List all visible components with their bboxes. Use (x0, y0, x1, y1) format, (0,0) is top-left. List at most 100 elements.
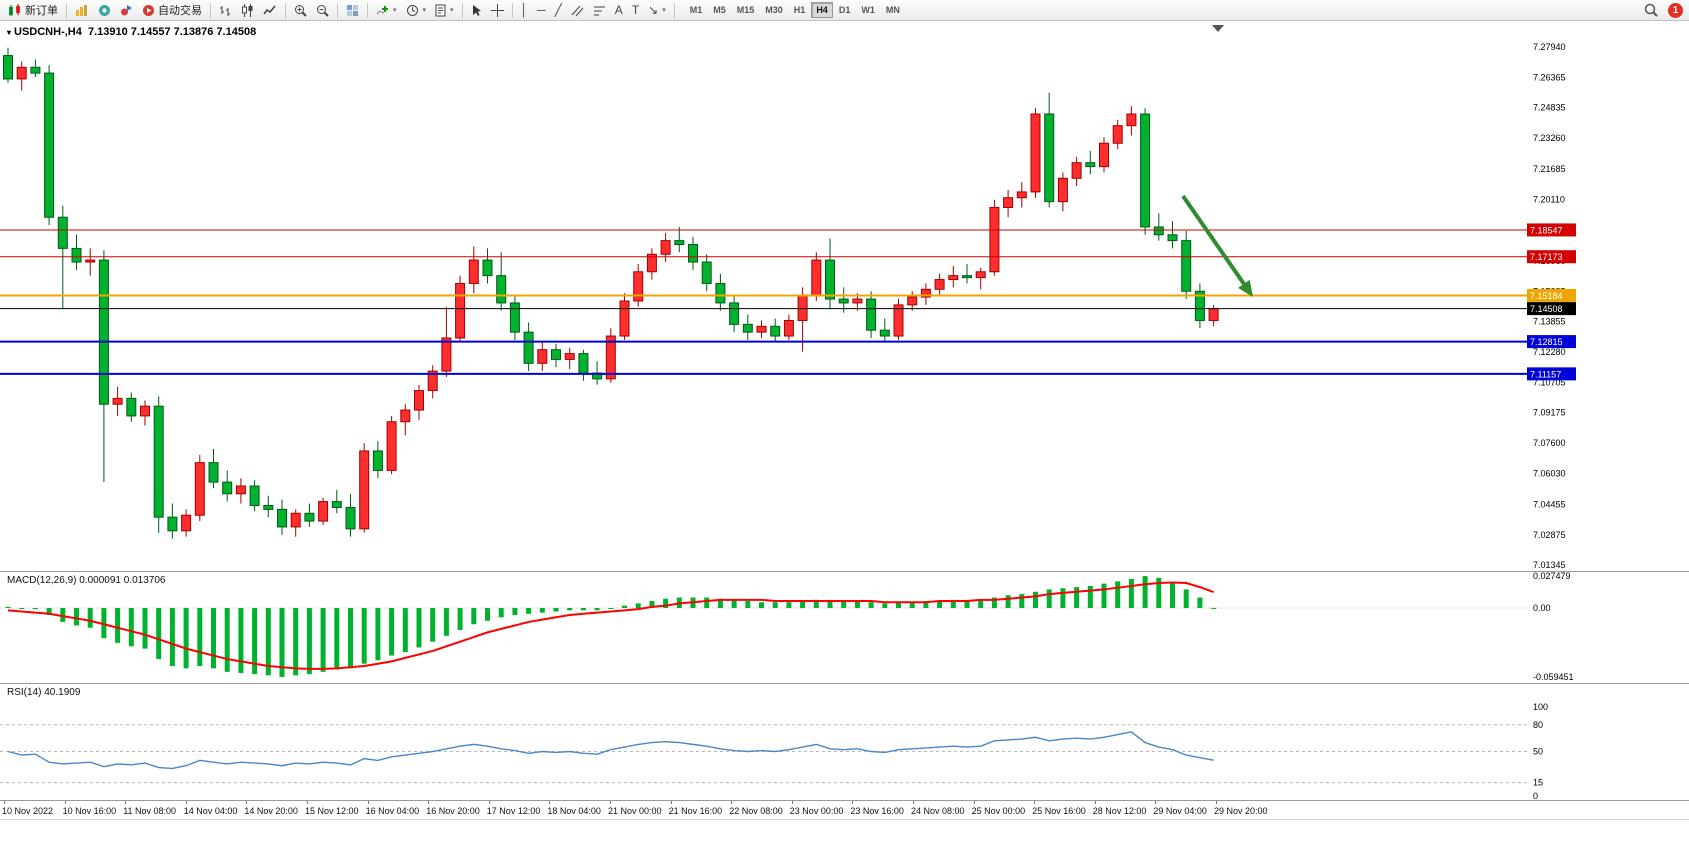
time-tick (307, 801, 308, 804)
time-label: 18 Nov 04:00 (547, 806, 601, 816)
new-order-icon (8, 3, 22, 17)
zoom-in-button[interactable] (290, 1, 311, 19)
timeframe-m15-button[interactable]: M15 (732, 2, 760, 18)
price-axis-label: 7.12280 (1533, 347, 1566, 357)
vertical-line-button[interactable]: │ (517, 1, 533, 19)
toolbar-separator (337, 2, 338, 18)
timeframe-h4-button[interactable]: H4 (811, 2, 833, 18)
time-tick (610, 801, 611, 804)
cursor-button[interactable] (467, 1, 486, 19)
zoom-in-icon (294, 4, 307, 17)
toolbar-separator (210, 2, 211, 18)
chart-title: ▾ USDCNH-,H4 7.13910 7.14557 7.13876 7.14… (7, 26, 256, 38)
indicators-button[interactable]: ▾ (372, 1, 401, 19)
time-tick (1034, 801, 1036, 804)
timeframe-w1-button[interactable]: W1 (856, 2, 880, 18)
price-axis-label: 7.13855 (1533, 316, 1566, 326)
timeframe-m1-button[interactable]: M1 (685, 2, 708, 18)
fibonacci-icon (593, 4, 606, 17)
macd-chart-surface[interactable]: 0.027479 0.00 -0.059451 (0, 572, 1689, 684)
search-button[interactable] (1640, 1, 1662, 19)
time-tick (913, 801, 914, 804)
crosshair-button[interactable] (487, 1, 508, 19)
time-label: 29 Nov 20:00 (1214, 806, 1268, 816)
time-label: 10 Nov 16:00 (62, 806, 117, 816)
time-tick (549, 801, 551, 804)
trend-arrow-head[interactable] (1238, 279, 1253, 297)
periods-button[interactable]: ▾ (402, 1, 431, 19)
tile-windows-icon (346, 4, 359, 17)
price-axis-label: 7.27940 (1533, 42, 1566, 52)
timeframe-mn-button[interactable]: MN (881, 2, 905, 18)
price-axis-label: 7.06030 (1533, 469, 1566, 479)
macd-signal-line (7, 581, 1214, 670)
time-tick (428, 801, 430, 804)
time-label: 10 Nov 2022 (2, 806, 54, 816)
toolbar-separator (461, 2, 463, 18)
time-label: 14 Nov 20:00 (244, 806, 298, 816)
time-axis[interactable]: 10 Nov 2022 10 Nov 16:00 11 Nov 08:00 14 No… (0, 800, 1689, 820)
price-line-label-box (1527, 288, 1576, 302)
notification-badge[interactable]: 1 (1668, 2, 1683, 18)
zoom-out-button[interactable] (312, 1, 333, 19)
price-line-label: 7.14508 (1530, 304, 1563, 314)
price-axis-label: 7.20110 (1533, 195, 1565, 205)
signals-icon (120, 4, 133, 17)
text-button[interactable]: A (611, 1, 627, 19)
macd-histogram (5, 576, 1217, 677)
price-line-label: 7.11157 (1530, 369, 1561, 379)
price-line-label: 7.12815 (1530, 337, 1563, 347)
tile-windows-button[interactable] (342, 1, 363, 19)
new-order-button[interactable]: 新订单 (4, 1, 62, 19)
signals-button[interactable] (116, 1, 137, 19)
timeframe-d1-button[interactable]: D1 (834, 2, 856, 18)
timeframe-m30-button[interactable]: M30 (760, 2, 788, 18)
time-tick (246, 801, 248, 804)
rsi-chart-surface[interactable]: 100 80 50 15 0 (0, 684, 1689, 801)
search-icon (1644, 3, 1658, 17)
label-button[interactable]: T (628, 1, 643, 19)
market-button[interactable] (94, 1, 115, 19)
trendline-icon: ╱ (554, 3, 562, 17)
cursor-icon (471, 4, 482, 17)
price-chart-surface[interactable]: 7.27940 7.26365 7.24835 7.23260 7.21685 7.201… (0, 21, 1689, 571)
templates-button[interactable]: ▾ (431, 1, 458, 19)
timeframe-toolbar: M1 M5 M15 M30 H1 H4 D1 W1 MN (685, 2, 905, 18)
editor-icon (75, 4, 89, 17)
zoom-out-icon (316, 4, 329, 17)
timeframe-h1-button[interactable]: H1 (789, 2, 811, 18)
candles (3, 47, 1219, 539)
horizontal-line-button[interactable]: ─ (533, 1, 550, 19)
price-axis-label: 7.02875 (1533, 530, 1566, 540)
autotrading-button[interactable]: 自动交易 (138, 1, 206, 19)
timeframe-m5-button[interactable]: M5 (708, 2, 731, 18)
fibonacci-button[interactable] (589, 1, 610, 19)
bar-chart-button[interactable] (215, 1, 236, 19)
time-label: 21 Nov 00:00 (608, 806, 662, 816)
price-line-label: 7.17173 (1530, 252, 1563, 262)
templates-icon (435, 4, 446, 17)
candlestick-chart-button[interactable] (237, 1, 258, 19)
indicators-icon (376, 4, 389, 17)
rsi-panel: 100 80 50 15 0 RSI(14) 40.1909 (0, 683, 1689, 801)
window-collapse-icon[interactable]: ▾ (7, 28, 12, 37)
line-chart-button[interactable] (259, 1, 281, 19)
editor-button[interactable] (71, 1, 93, 19)
rsi-axis-label: 50 (1533, 747, 1543, 757)
chart-ohlc: 7.13910 7.14557 7.13876 7.14508 (87, 26, 257, 38)
market-icon (98, 4, 111, 17)
trend-arrow[interactable] (1181, 194, 1251, 292)
channel-button[interactable] (567, 1, 588, 19)
time-tick (791, 801, 793, 804)
new-order-label: 新订单 (25, 5, 58, 17)
time-label: 21 Nov 16:00 (668, 806, 723, 816)
price-axis-label: 7.01345 (1533, 560, 1566, 570)
time-label: 29 Nov 04:00 (1153, 806, 1207, 816)
time-label: 11 Nov 08:00 (123, 806, 177, 816)
time-label: 28 Nov 12:00 (1092, 806, 1147, 816)
arrows-button[interactable]: ↘ ▾ (644, 1, 670, 19)
trendline-button[interactable]: ╱ (551, 1, 566, 19)
time-tick (64, 801, 66, 804)
toolbar-separator (511, 2, 513, 18)
time-tick (670, 801, 672, 804)
